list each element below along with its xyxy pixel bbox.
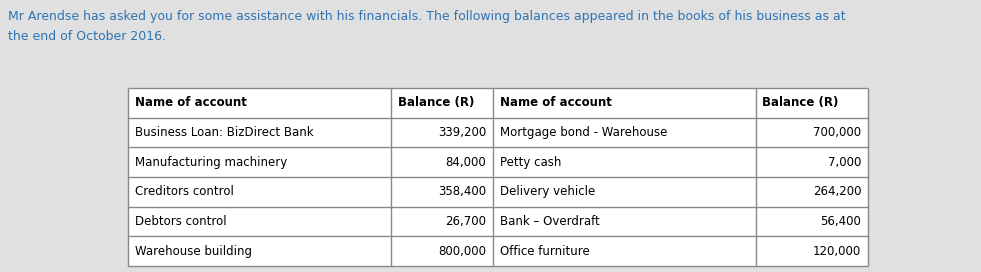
Text: 84,000: 84,000 [445,156,486,169]
Text: Balance (R): Balance (R) [762,96,839,109]
Text: Petty cash: Petty cash [499,156,561,169]
Text: 339,200: 339,200 [438,126,486,139]
Text: 26,700: 26,700 [445,215,486,228]
Text: Creditors control: Creditors control [134,185,233,198]
Text: Warehouse building: Warehouse building [134,245,252,258]
Text: 7,000: 7,000 [828,156,861,169]
Text: Business Loan: BizDirect Bank: Business Loan: BizDirect Bank [134,126,314,139]
Text: Mortgage bond - Warehouse: Mortgage bond - Warehouse [499,126,667,139]
Text: 700,000: 700,000 [813,126,861,139]
Text: Name of account: Name of account [499,96,611,109]
Text: 56,400: 56,400 [820,215,861,228]
Text: the end of October 2016.: the end of October 2016. [8,30,166,43]
Text: 120,000: 120,000 [813,245,861,258]
Text: Delivery vehicle: Delivery vehicle [499,185,594,198]
Text: Office furniture: Office furniture [499,245,590,258]
Text: 358,400: 358,400 [438,185,486,198]
Text: Name of account: Name of account [134,96,247,109]
Text: Bank – Overdraft: Bank – Overdraft [499,215,599,228]
Text: 800,000: 800,000 [438,245,486,258]
Text: Balance (R): Balance (R) [397,96,474,109]
Text: Debtors control: Debtors control [134,215,227,228]
Text: 264,200: 264,200 [812,185,861,198]
Text: Mr Arendse has asked you for some assistance with his financials. The following : Mr Arendse has asked you for some assist… [8,10,846,23]
Text: Manufacturing machinery: Manufacturing machinery [134,156,287,169]
